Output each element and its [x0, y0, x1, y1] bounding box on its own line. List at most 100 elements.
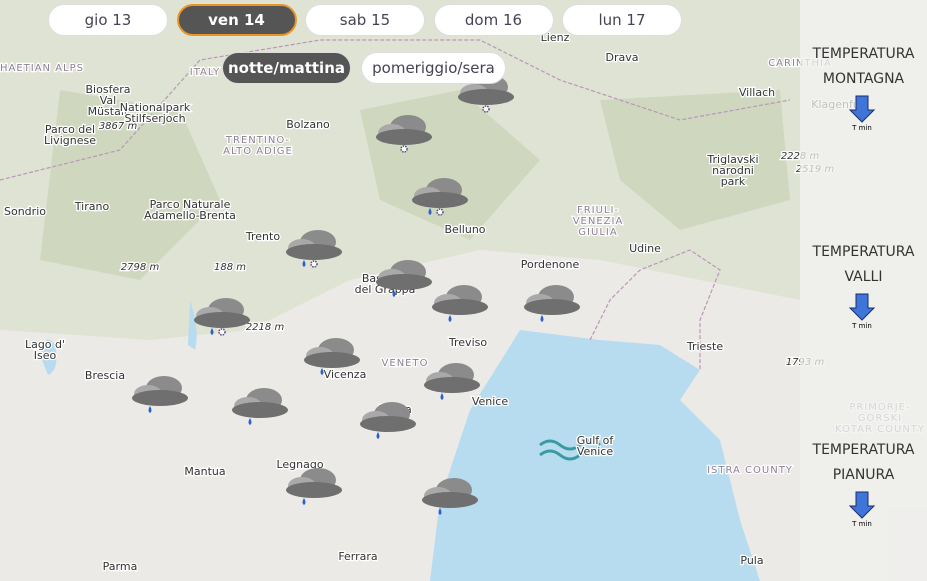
map-label: ALTO ADIGE [223, 146, 293, 157]
map-label: Lienz [541, 31, 570, 44]
map-label: Triglavski [706, 153, 758, 166]
cloud [194, 312, 250, 328]
rain-drop [438, 508, 442, 515]
map-label: Villach [739, 86, 775, 99]
cloud [286, 482, 342, 498]
rain-drop [376, 432, 380, 439]
panel-title: TEMPERATURA [812, 244, 915, 260]
weather-icon [432, 285, 488, 322]
rain-drop [440, 393, 444, 400]
cloud [458, 89, 514, 105]
arrow [848, 95, 876, 123]
weather-icon [360, 402, 416, 439]
map-label: Trieste [686, 340, 723, 353]
snowflake [482, 105, 490, 113]
weather-icon [304, 338, 360, 375]
map-label: Sondrio [4, 205, 46, 218]
cloud [304, 352, 360, 368]
map-label: Brescia [85, 369, 125, 382]
map-label: Belluno [444, 223, 485, 236]
rain-drop [320, 368, 324, 375]
cloud [376, 129, 432, 145]
day-tab[interactable]: ven 14 [176, 4, 297, 36]
snowflake [400, 145, 408, 153]
map-label: Legnago [276, 458, 323, 471]
map-label: Udine [629, 242, 661, 255]
snowflake [436, 208, 444, 216]
icon-label: T min [851, 124, 872, 132]
tmin-icon[interactable]: T min [842, 94, 882, 134]
day-tab[interactable]: lun 17 [562, 4, 682, 36]
map-label: 2798 m [121, 262, 160, 273]
rain-drop [448, 315, 452, 322]
day-tab[interactable]: gio 13 [48, 4, 168, 36]
period-tab[interactable]: pomeriggio/sera [361, 52, 506, 84]
rain-drop [428, 208, 432, 215]
tmin-icon[interactable]: T min [842, 490, 882, 530]
map-label: Bolzano [286, 118, 330, 131]
weather-icon [424, 363, 480, 400]
cloud [132, 390, 188, 406]
cloud [376, 274, 432, 290]
map-label: ITALY [190, 67, 220, 78]
sea-icon [539, 439, 601, 461]
map-label: Nationalpark [120, 101, 191, 114]
map-label: Tirano [74, 200, 110, 213]
border [0, 39, 791, 181]
panel-title: TEMPERATURA [812, 46, 915, 62]
icon-label: T min [851, 520, 872, 528]
map-label: Venice [472, 395, 509, 408]
map-label: Lago d' [25, 338, 65, 351]
cloud [286, 244, 342, 260]
day-tab[interactable]: dom 16 [433, 4, 554, 36]
weather-icon [286, 468, 342, 505]
map-label: Val [100, 94, 116, 107]
map-label: FRIULI- [577, 205, 619, 216]
panel-title: TEMPERATURA [812, 442, 915, 458]
map-label: Pordenone [521, 258, 580, 271]
map-label: ISTRA COUNTY [707, 465, 793, 476]
rain-drop [210, 328, 214, 335]
map-label: Müstair [88, 105, 129, 118]
cloud [412, 192, 468, 208]
map-label: TRENTINO- [225, 135, 290, 146]
weather-icon [422, 478, 478, 515]
tmin-icon[interactable]: T min [842, 292, 882, 332]
cloud [422, 492, 478, 508]
map-label: VENEZIA [573, 216, 624, 227]
map-label: Pula [740, 554, 763, 567]
snowflake [218, 328, 226, 336]
weather-icon [232, 388, 288, 425]
weather-icon [286, 230, 342, 268]
map-label: Drava [606, 51, 639, 64]
panel-title: PIANURA [832, 467, 895, 483]
map-label: Ferrara [338, 550, 377, 563]
cloud [432, 299, 488, 315]
map-label: Stilfserjoch [124, 112, 185, 125]
map-label: Vicenza [324, 368, 367, 381]
snowflake [310, 260, 318, 268]
rain-drop [392, 290, 396, 297]
rain-drop [540, 315, 544, 322]
icon-label: T min [851, 322, 872, 330]
map-label: Treviso [448, 336, 487, 349]
side-panel: TEMPERATURA MONTAGNA T min TEMPERATURA VALLI… [800, 0, 927, 581]
map-label: Trento [245, 230, 280, 243]
map-label: Biosfera [86, 83, 131, 96]
weather-icon [524, 285, 580, 322]
period-tab[interactable]: notte/mattina [222, 52, 351, 84]
map-label: RHAETIAN ALPS [0, 63, 84, 74]
sea [430, 330, 760, 581]
day-tab[interactable]: sab 15 [305, 4, 425, 36]
map-label: park [721, 175, 746, 188]
map-label: 3867 m [99, 121, 138, 132]
map-label: Parco Naturale [150, 198, 231, 211]
border [589, 249, 721, 370]
cloud [360, 416, 416, 432]
map-label: Venice [577, 445, 614, 458]
rain-drop [148, 406, 152, 413]
map-label: GIULIA [578, 227, 617, 238]
arrow [848, 491, 876, 519]
arrow [848, 293, 876, 321]
